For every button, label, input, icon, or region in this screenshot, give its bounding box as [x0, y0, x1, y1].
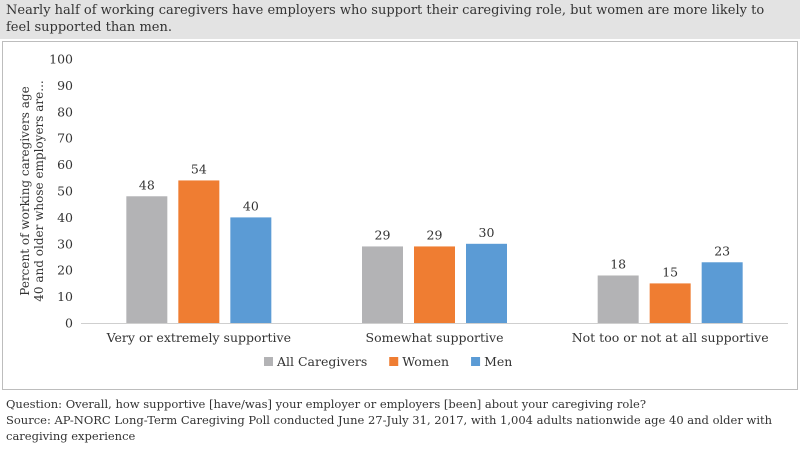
y-axis-title: Percent of working caregivers age 40 and … [18, 80, 46, 301]
bar [178, 180, 220, 323]
legend-swatch [471, 357, 481, 366]
data-label: 29 [427, 227, 443, 242]
data-label: 30 [479, 225, 495, 240]
bar [230, 217, 272, 323]
legend-label: Women [402, 354, 449, 369]
x-category-label: Not too or not at all supportive [572, 330, 769, 345]
legend: All Caregivers Women Men [264, 354, 512, 369]
legend-swatch [389, 357, 399, 366]
y-axis-title-line: Percent of working caregivers age [18, 86, 32, 295]
y-tick-label: 40 [57, 210, 73, 225]
y-tick-label: 50 [57, 184, 73, 199]
x-category-label: Very or extremely supportive [106, 330, 291, 345]
bars [126, 180, 743, 323]
data-label: 15 [662, 264, 678, 279]
data-label: 54 [191, 161, 207, 176]
bar [701, 262, 743, 323]
notes: Question: Overall, how supportive [have/… [6, 396, 796, 444]
bar [597, 275, 639, 323]
y-tick-label: 70 [57, 131, 73, 146]
bar [649, 283, 691, 323]
legend-label: All Caregivers [276, 354, 367, 369]
y-axis-title-line: 40 and older whose employers are... [32, 80, 46, 301]
data-label: 18 [610, 256, 626, 271]
y-tick-label: 10 [57, 289, 73, 304]
y-tick-label: 100 [49, 52, 73, 67]
bar [126, 196, 168, 323]
x-axis-categories: Very or extremely supportive Somewhat sup… [106, 330, 769, 345]
y-tick-label: 20 [57, 263, 73, 278]
source-note: Source: AP-NORC Long-Term Caregiving Pol… [6, 413, 773, 443]
data-label: 23 [714, 243, 730, 258]
legend-swatch [264, 357, 273, 366]
y-axis-ticks: 0 10 20 30 40 50 60 70 80 90 100 [49, 52, 788, 331]
title-bar [0, 0, 800, 39]
chart-title: Nearly half of working caregivers have e… [6, 3, 765, 35]
y-tick-label: 30 [57, 236, 73, 251]
data-labels: 48 54 40 29 29 30 18 15 23 [139, 161, 730, 279]
legend-label: Men [484, 354, 512, 369]
y-tick-label: 90 [57, 78, 73, 93]
y-tick-label: 80 [57, 104, 73, 119]
bar [362, 246, 403, 323]
data-label: 29 [375, 227, 391, 242]
y-tick-label: 60 [57, 157, 73, 172]
bar [414, 246, 455, 323]
y-tick-label: 0 [65, 316, 73, 331]
data-label: 40 [243, 198, 259, 213]
x-category-label: Somewhat supportive [366, 330, 504, 345]
data-label: 48 [139, 177, 155, 192]
bar [466, 243, 507, 323]
question-note: Question: Overall, how supportive [have/… [6, 397, 646, 411]
